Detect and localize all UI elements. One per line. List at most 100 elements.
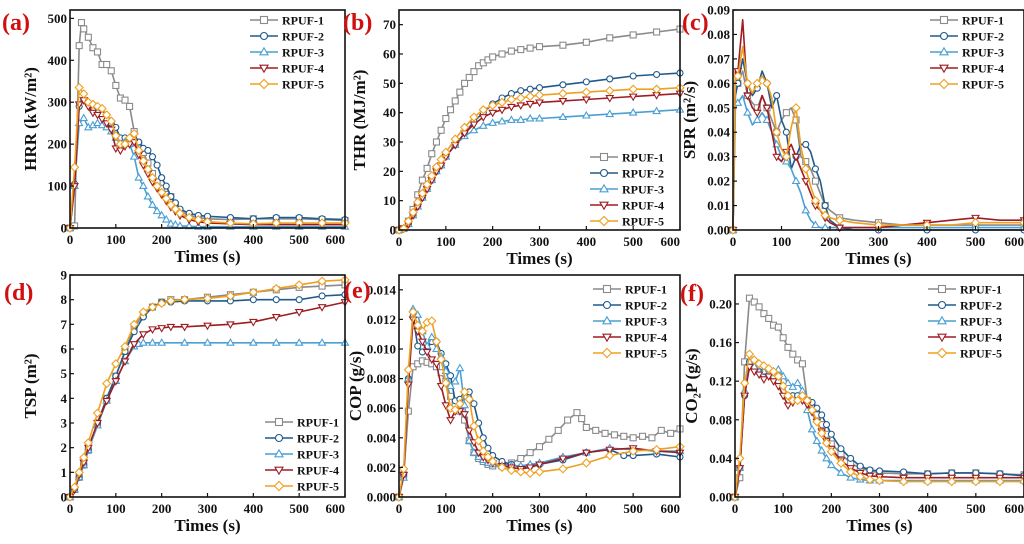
legend-marker-circle-icon (274, 433, 284, 443)
data-point (478, 105, 488, 115)
legend-label: RPUF-3 (622, 183, 664, 197)
data-point (112, 81, 120, 90)
panel-label: (e) (344, 278, 371, 304)
data-point (121, 96, 129, 104)
data-point (797, 390, 808, 401)
data-point (558, 97, 568, 106)
data-point (651, 84, 662, 94)
data-point (846, 472, 856, 481)
data-point (821, 202, 829, 210)
data-point (103, 60, 111, 69)
data-point (171, 219, 180, 228)
y-tick-label: 0.00 (707, 223, 730, 238)
data-point (427, 316, 437, 326)
data-point (483, 452, 493, 462)
data-point (97, 116, 107, 124)
panel-b: 0 100 200 300 400 500 600 0 10 20 30 40 50 60 70 Times … (343, 9, 685, 268)
data-point (628, 107, 638, 116)
data-point (436, 354, 446, 365)
y-tick-label: 400 (48, 53, 68, 68)
legend-item: RPUF-4 (930, 62, 1004, 76)
panel-label: (f) (680, 281, 704, 307)
data-point (922, 476, 933, 487)
y-tick-label: 70 (383, 17, 396, 32)
y-tick-label: 0.002 (367, 460, 396, 475)
data-point (782, 128, 790, 136)
data-point (545, 435, 553, 443)
data-point (606, 75, 614, 83)
data-point (648, 434, 656, 442)
data-point (782, 109, 790, 117)
data-point (507, 47, 515, 55)
data-point (821, 438, 832, 448)
data-point (581, 96, 591, 105)
data-point (743, 92, 752, 101)
legend-marker-diamond-icon (258, 78, 270, 90)
legend-item: RPUF-3 (593, 315, 667, 329)
legend: RPUF-1 RPUF-2 RPUF-3 RPUF-4 RPUF-5 (590, 151, 664, 229)
data-point (898, 476, 909, 487)
data-point (874, 475, 885, 486)
x-tick-label: 500 (289, 501, 309, 516)
data-point (126, 102, 134, 110)
data-point (294, 309, 304, 317)
legend-label: RPUF-3 (297, 448, 339, 462)
data-point (138, 156, 149, 166)
data-point (166, 296, 176, 306)
legend-marker-triangle-up-icon (259, 46, 269, 56)
y-tick-label: 2 (61, 440, 68, 455)
data-point (432, 138, 441, 146)
data-point (605, 109, 615, 118)
data-point (629, 31, 637, 39)
data-point (783, 390, 793, 401)
data-point (573, 409, 581, 417)
x-tick-label: 0 (396, 234, 403, 249)
legend-label: RPUF-2 (962, 30, 1004, 44)
data-point (138, 331, 148, 339)
data-point (446, 417, 455, 425)
series-rpuf-5 (65, 82, 350, 233)
data-point (417, 326, 428, 336)
data-point (144, 146, 152, 154)
data-point (179, 294, 190, 305)
data-point (788, 382, 798, 390)
y-tick-label: 0.08 (707, 27, 730, 42)
data-point (80, 25, 88, 33)
data-point (129, 128, 139, 139)
data-point (147, 173, 158, 183)
data-point (525, 468, 535, 478)
data-point (427, 332, 437, 341)
data-point (138, 307, 149, 317)
legend-item: RPUF-3 (590, 183, 664, 197)
data-point (811, 165, 820, 173)
x-tick-label: 600 (661, 234, 681, 249)
data-point (749, 355, 759, 365)
data-point (446, 381, 455, 389)
data-point (582, 78, 590, 86)
y-tick-label: 50 (383, 76, 396, 91)
y-tick-label: 0.04 (709, 451, 732, 466)
data-point (442, 114, 450, 123)
data-point (525, 464, 535, 473)
legend-item: RPUF-5 (265, 480, 339, 494)
data-point (620, 432, 628, 440)
legend-item: RPUF-1 (265, 416, 339, 430)
x-tick-label: 300 (530, 501, 550, 516)
y-tick-label: 8 (61, 292, 68, 307)
data-point (554, 426, 562, 434)
data-point (651, 444, 662, 455)
y-tick-label: 0.12 (709, 374, 732, 389)
x-tick-label: 0 (730, 234, 737, 249)
data-point (111, 378, 121, 386)
data-point (134, 145, 144, 156)
legend-label: RPUF-5 (625, 347, 667, 361)
y-tick-label: 0.07 (707, 51, 730, 66)
data-point (77, 19, 86, 27)
legend-label: RPUF-1 (297, 416, 339, 430)
legend-item: RPUF-4 (928, 331, 1002, 345)
x-tick-label: 100 (436, 234, 456, 249)
series-line (69, 279, 346, 498)
panel-f: 0 100 200 300 400 500 600 0.00 0.04 0.08 0.12 0.16 0… (680, 274, 1024, 535)
data-point (226, 338, 235, 346)
